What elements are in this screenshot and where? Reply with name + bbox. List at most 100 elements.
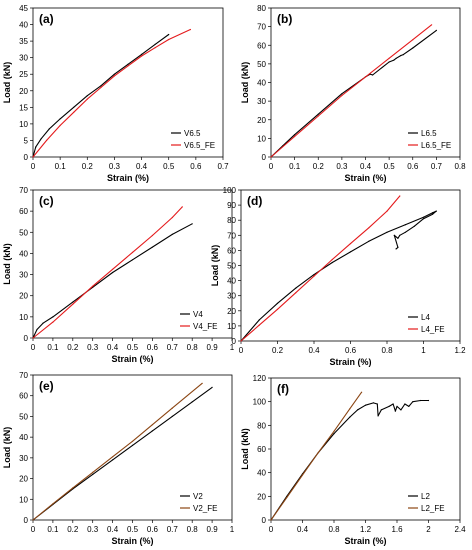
- data-point: [377, 415, 379, 417]
- data-point: [372, 74, 374, 76]
- x-tick-label: 0.5: [127, 525, 139, 534]
- y-tick-label: 50: [227, 262, 236, 271]
- x-tick-label: 0.4: [136, 162, 148, 171]
- data-point: [396, 405, 398, 407]
- y-tick-label: 0: [262, 153, 267, 162]
- data-point: [394, 410, 396, 412]
- data-point: [432, 213, 434, 215]
- data-point: [376, 403, 378, 405]
- x-tick-label: 0.6: [407, 162, 419, 171]
- y-tick-label: 70: [257, 23, 266, 32]
- data-point: [141, 55, 143, 57]
- data-point: [422, 216, 425, 218]
- data-point: [368, 240, 370, 242]
- data-point: [32, 156, 34, 158]
- x-tick-label: 0.5: [163, 162, 175, 171]
- data-point: [412, 39, 414, 41]
- y-tick-label: 60: [257, 41, 266, 50]
- x-tick-label: 1.2: [360, 525, 372, 534]
- y-tick-label: 120: [253, 374, 267, 383]
- y-tick-label: 90: [227, 201, 236, 210]
- plot-frame: [32, 7, 224, 158]
- y-tick-label: 50: [257, 60, 266, 69]
- data-point: [435, 29, 437, 31]
- series-V4_FE: [32, 206, 183, 339]
- x-tick-label: 0.6: [345, 346, 357, 355]
- data-point: [52, 503, 54, 505]
- data-point: [72, 303, 74, 305]
- x-tick-label: 0.1: [47, 343, 59, 352]
- y-tick-label: 40: [19, 433, 28, 442]
- y-tick-label: 0: [232, 337, 237, 346]
- data-point: [181, 206, 183, 208]
- legend-label: L4: [421, 313, 430, 322]
- data-point: [112, 459, 114, 461]
- data-point: [286, 496, 288, 499]
- y-tick-label: 50: [19, 412, 28, 421]
- x-tick-label: 0.2: [82, 162, 94, 171]
- data-point: [86, 95, 88, 97]
- y-tick-label: 70: [19, 371, 28, 380]
- x-tick-label: 0.1: [55, 162, 67, 171]
- data-point: [168, 33, 170, 36]
- panel-c: 0 0.1 0.2 0.3 0.4 0.5 0.6 0.7 0.8 0.9 101020304050…: [2, 186, 235, 364]
- data-point: [349, 251, 352, 253]
- data-point: [151, 430, 153, 432]
- data-point: [317, 115, 319, 117]
- x-tick-label: 0.4: [308, 346, 320, 355]
- y-tick-label: 60: [19, 207, 28, 216]
- x-tick-label: 0.8: [187, 343, 199, 352]
- y-tick-label: 15: [19, 103, 28, 112]
- data-point: [397, 237, 399, 239]
- data-point: [201, 382, 203, 384]
- x-tick-label: 0.9: [207, 343, 219, 352]
- series-line: [270, 24, 432, 158]
- data-point: [422, 218, 425, 220]
- y-tick-label: 100: [223, 186, 237, 195]
- x-tick-label: 0.8: [328, 525, 340, 534]
- data-point: [191, 223, 193, 225]
- legend-label: V2_FE: [193, 504, 217, 513]
- y-tick-label: 30: [19, 454, 28, 463]
- data-point: [168, 38, 170, 41]
- y-tick-label: 35: [19, 37, 28, 46]
- data-point: [92, 285, 94, 287]
- series-L6.5_FE: [270, 24, 433, 158]
- panel-b: 0 0.1 0.2 0.3 0.4 0.5 0.6 0.7 0.8 0 10 20 30 40 50 60 70…: [240, 4, 466, 183]
- y-tick-label: 30: [227, 292, 236, 301]
- y-tick-label: 45: [19, 4, 28, 13]
- x-axis-label: Strain (%): [107, 173, 149, 183]
- data-point: [276, 302, 279, 304]
- data-point: [48, 128, 50, 130]
- y-tick-label: 60: [227, 246, 236, 255]
- x-tick-label: 0.2: [67, 343, 79, 352]
- legend-label: L2: [421, 492, 430, 501]
- x-tick-label: 0.3: [109, 162, 121, 171]
- data-point: [388, 57, 390, 59]
- y-tick-label: 25: [19, 70, 28, 79]
- data-point: [141, 53, 143, 56]
- data-point: [349, 408, 351, 410]
- x-tick-label: 0.9: [207, 525, 219, 534]
- x-tick-label: 0.7: [431, 162, 443, 171]
- legend-label: L6.5_FE: [421, 141, 451, 150]
- data-point: [388, 405, 390, 407]
- data-point: [412, 401, 414, 403]
- y-tick-label: 20: [257, 492, 266, 501]
- x-tick-label: 0.2: [313, 162, 325, 171]
- x-axis-label: Strain (%): [344, 173, 386, 183]
- data-point: [295, 287, 297, 289]
- panel-label: (f): [277, 382, 289, 396]
- data-point: [399, 195, 401, 197]
- data-point: [131, 251, 134, 253]
- data-point: [313, 274, 315, 276]
- data-point: [341, 94, 343, 97]
- data-point: [399, 234, 401, 236]
- y-tick-label: 70: [19, 186, 28, 195]
- data-point: [189, 28, 191, 31]
- y-tick-label: 80: [227, 216, 236, 225]
- y-tick-label: 0: [24, 516, 29, 525]
- x-tick-label: 0: [31, 162, 36, 171]
- data-point: [131, 440, 134, 442]
